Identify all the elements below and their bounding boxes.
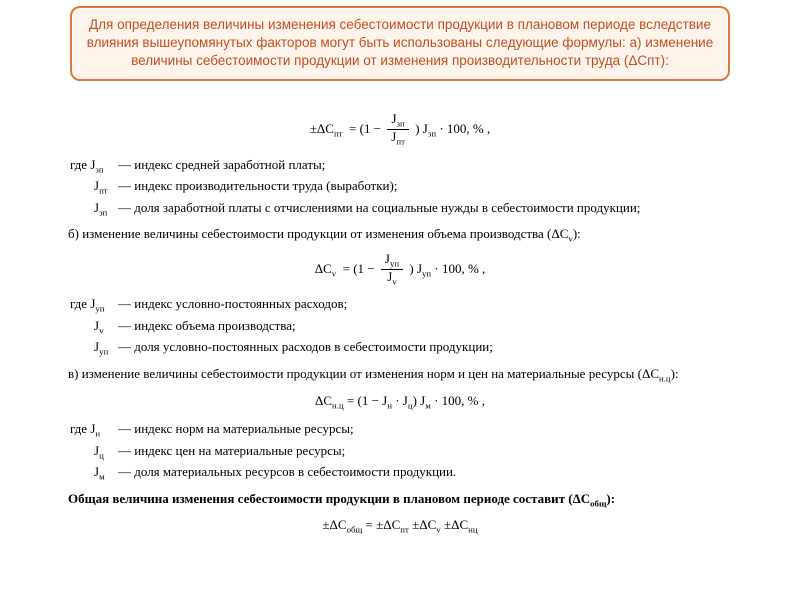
where2-d3: — доля условно-постоянных расходов в себ… [118,338,760,359]
where1-d1: — индекс средней заработной платы; [118,156,760,177]
formula-dc-total: ±ΔСобщ = ±ΔСпт ±ΔСv ±ΔСнц [40,516,760,537]
para-total: Общая величина изменения себестоимости п… [40,490,760,511]
where1-d2: — индекс производительности труда (выраб… [118,177,760,198]
where3-d1: — индекс норм на материальные ресурсы; [118,420,760,441]
where-block-3: где Jн — индекс норм на материальные рес… [70,420,760,484]
where2-d1: — индекс условно-постоянных расходов; [118,295,760,316]
document-body: ±ΔСпт = (1 − Jзп Jпт ) Jзп · 100, % , гд… [40,106,760,590]
header-callout: Для определения величины изменения себес… [70,6,730,81]
f3-prefix: ΔС [315,393,332,408]
where-block-2: где Jуп — индекс условно-постоянных расх… [70,295,760,359]
where2-d2: — индекс объема производства; [118,317,760,338]
f2-prefix: ΔС [315,261,332,276]
para-c: в) изменение величины себестоимости прод… [40,365,760,386]
where-block-1: где Jзп — индекс средней заработной плат… [70,156,760,220]
where1-d3: — доля заработной платы с отчислениями н… [118,199,760,220]
f1-prefix: ±ΔС [310,121,334,136]
formula-dc-nc: ΔСн.ц = (1 − Jн · Jц) Jм · 100, % , [40,392,760,413]
formula-dc-pt: ±ΔСпт = (1 − Jзп Jпт ) Jзп · 100, % , [40,112,760,148]
f1-fraction: Jзп Jпт [387,112,409,148]
para-b: б) изменение величины себестоимости прод… [40,225,760,246]
where3-d2: — индекс цен на материальные ресурсы; [118,442,760,463]
f2-fraction: Jуп Jv [381,252,403,288]
formula-dc-v: ΔСv = (1 − Jуп Jv ) Jуп · 100, % , [40,252,760,288]
header-text: Для определения величины изменения себес… [87,17,713,68]
where3-d3: — доля материальных ресурсов в себестоим… [118,463,760,484]
f1-prefix-sub: пт [334,128,343,138]
